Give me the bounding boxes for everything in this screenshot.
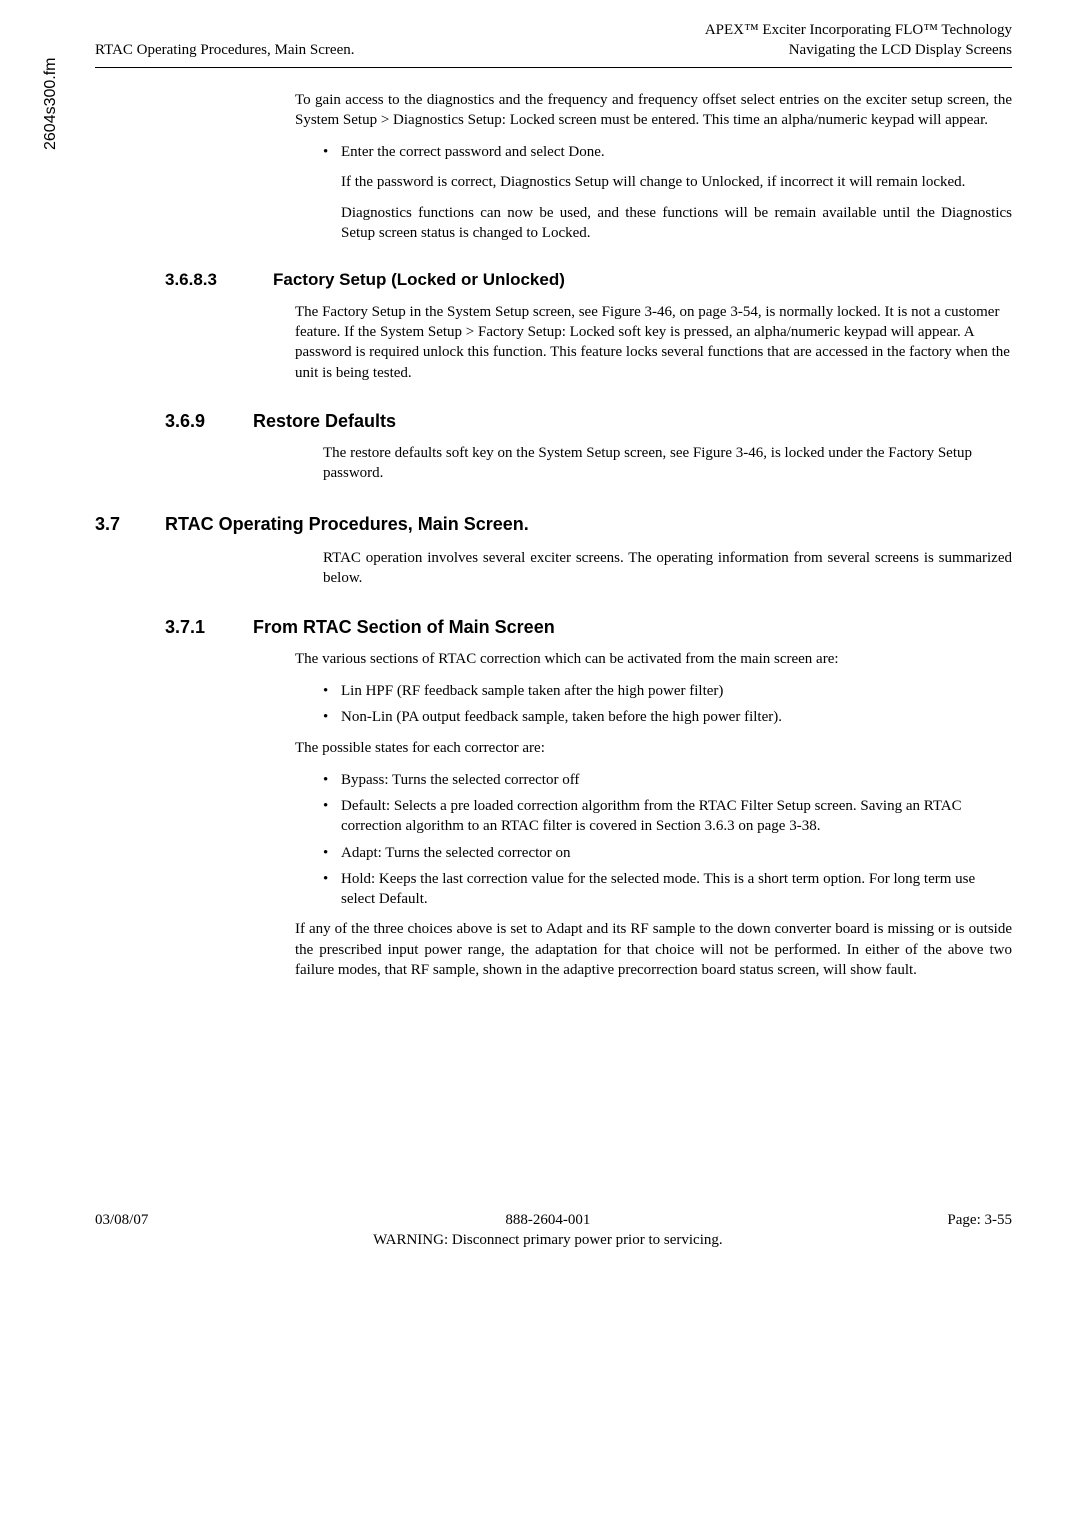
heading-title: Restore Defaults	[253, 409, 396, 433]
list-item: Non-Lin (PA output feedback sample, take…	[323, 707, 1012, 727]
s371-p3: If any of the three choices above is set…	[295, 919, 1012, 980]
s37-para: RTAC operation involves several exciter …	[323, 548, 1012, 589]
page-header: RTAC Operating Procedures, Main Screen. …	[95, 20, 1012, 61]
footer-page: Page: 3-55	[947, 1210, 1012, 1251]
list-item: Hold: Keeps the last correction value fo…	[323, 869, 1012, 910]
list-item: Enter the correct password and select Do…	[323, 142, 1012, 162]
heading-3-7-1: 3.7.1 From RTAC Section of Main Screen	[95, 615, 1012, 639]
heading-title: From RTAC Section of Main Screen	[253, 615, 555, 639]
footer-warning: WARNING: Disconnect primary power prior …	[148, 1230, 947, 1250]
header-right-1: APEX™ Exciter Incorporating FLO™ Technol…	[705, 20, 1012, 40]
intro-sub1: If the password is correct, Diagnostics …	[341, 172, 1012, 192]
heading-number: 3.7	[95, 512, 139, 536]
header-left-blank	[95, 20, 355, 40]
header-left: RTAC Operating Procedures, Main Screen.	[95, 40, 355, 60]
source-filename: 2604s300.fm	[40, 57, 62, 150]
heading-number: 3.6.8.3	[165, 269, 247, 292]
intro-bullets: Enter the correct password and select Do…	[323, 142, 1012, 162]
intro-sub2: Diagnostics functions can now be used, a…	[341, 203, 1012, 244]
page-footer: 03/08/07 888-2604-001 WARNING: Disconnec…	[95, 1210, 1012, 1251]
s371-bullets-a: Lin HPF (RF feedback sample taken after …	[323, 681, 1012, 728]
footer-date: 03/08/07	[95, 1210, 148, 1251]
footer-docnum: 888-2604-001	[148, 1210, 947, 1230]
list-item: Bypass: Turns the selected corrector off	[323, 770, 1012, 790]
heading-number: 3.7.1	[165, 615, 227, 639]
heading-number: 3.6.9	[165, 409, 227, 433]
s369-para: The restore defaults soft key on the Sys…	[323, 443, 1012, 484]
list-item: Adapt: Turns the selected corrector on	[323, 843, 1012, 863]
heading-title: RTAC Operating Procedures, Main Screen.	[165, 512, 529, 536]
heading-3-7: 3.7 RTAC Operating Procedures, Main Scre…	[95, 512, 1012, 536]
heading-3-6-8-3: 3.6.8.3 Factory Setup (Locked or Unlocke…	[95, 269, 1012, 292]
header-right-2: Navigating the LCD Display Screens	[705, 40, 1012, 60]
list-item: Default: Selects a pre loaded correction…	[323, 796, 1012, 837]
s371-bullets-b: Bypass: Turns the selected corrector off…	[323, 770, 1012, 910]
s3683-para: The Factory Setup in the System Setup sc…	[295, 302, 1012, 383]
heading-title: Factory Setup (Locked or Unlocked)	[273, 269, 565, 292]
header-rule	[95, 67, 1012, 68]
s371-p2: The possible states for each corrector a…	[295, 738, 1012, 758]
list-item: Lin HPF (RF feedback sample taken after …	[323, 681, 1012, 701]
heading-3-6-9: 3.6.9 Restore Defaults	[95, 409, 1012, 433]
s371-p1: The various sections of RTAC correction …	[295, 649, 1012, 669]
intro-para: To gain access to the diagnostics and th…	[295, 90, 1012, 131]
